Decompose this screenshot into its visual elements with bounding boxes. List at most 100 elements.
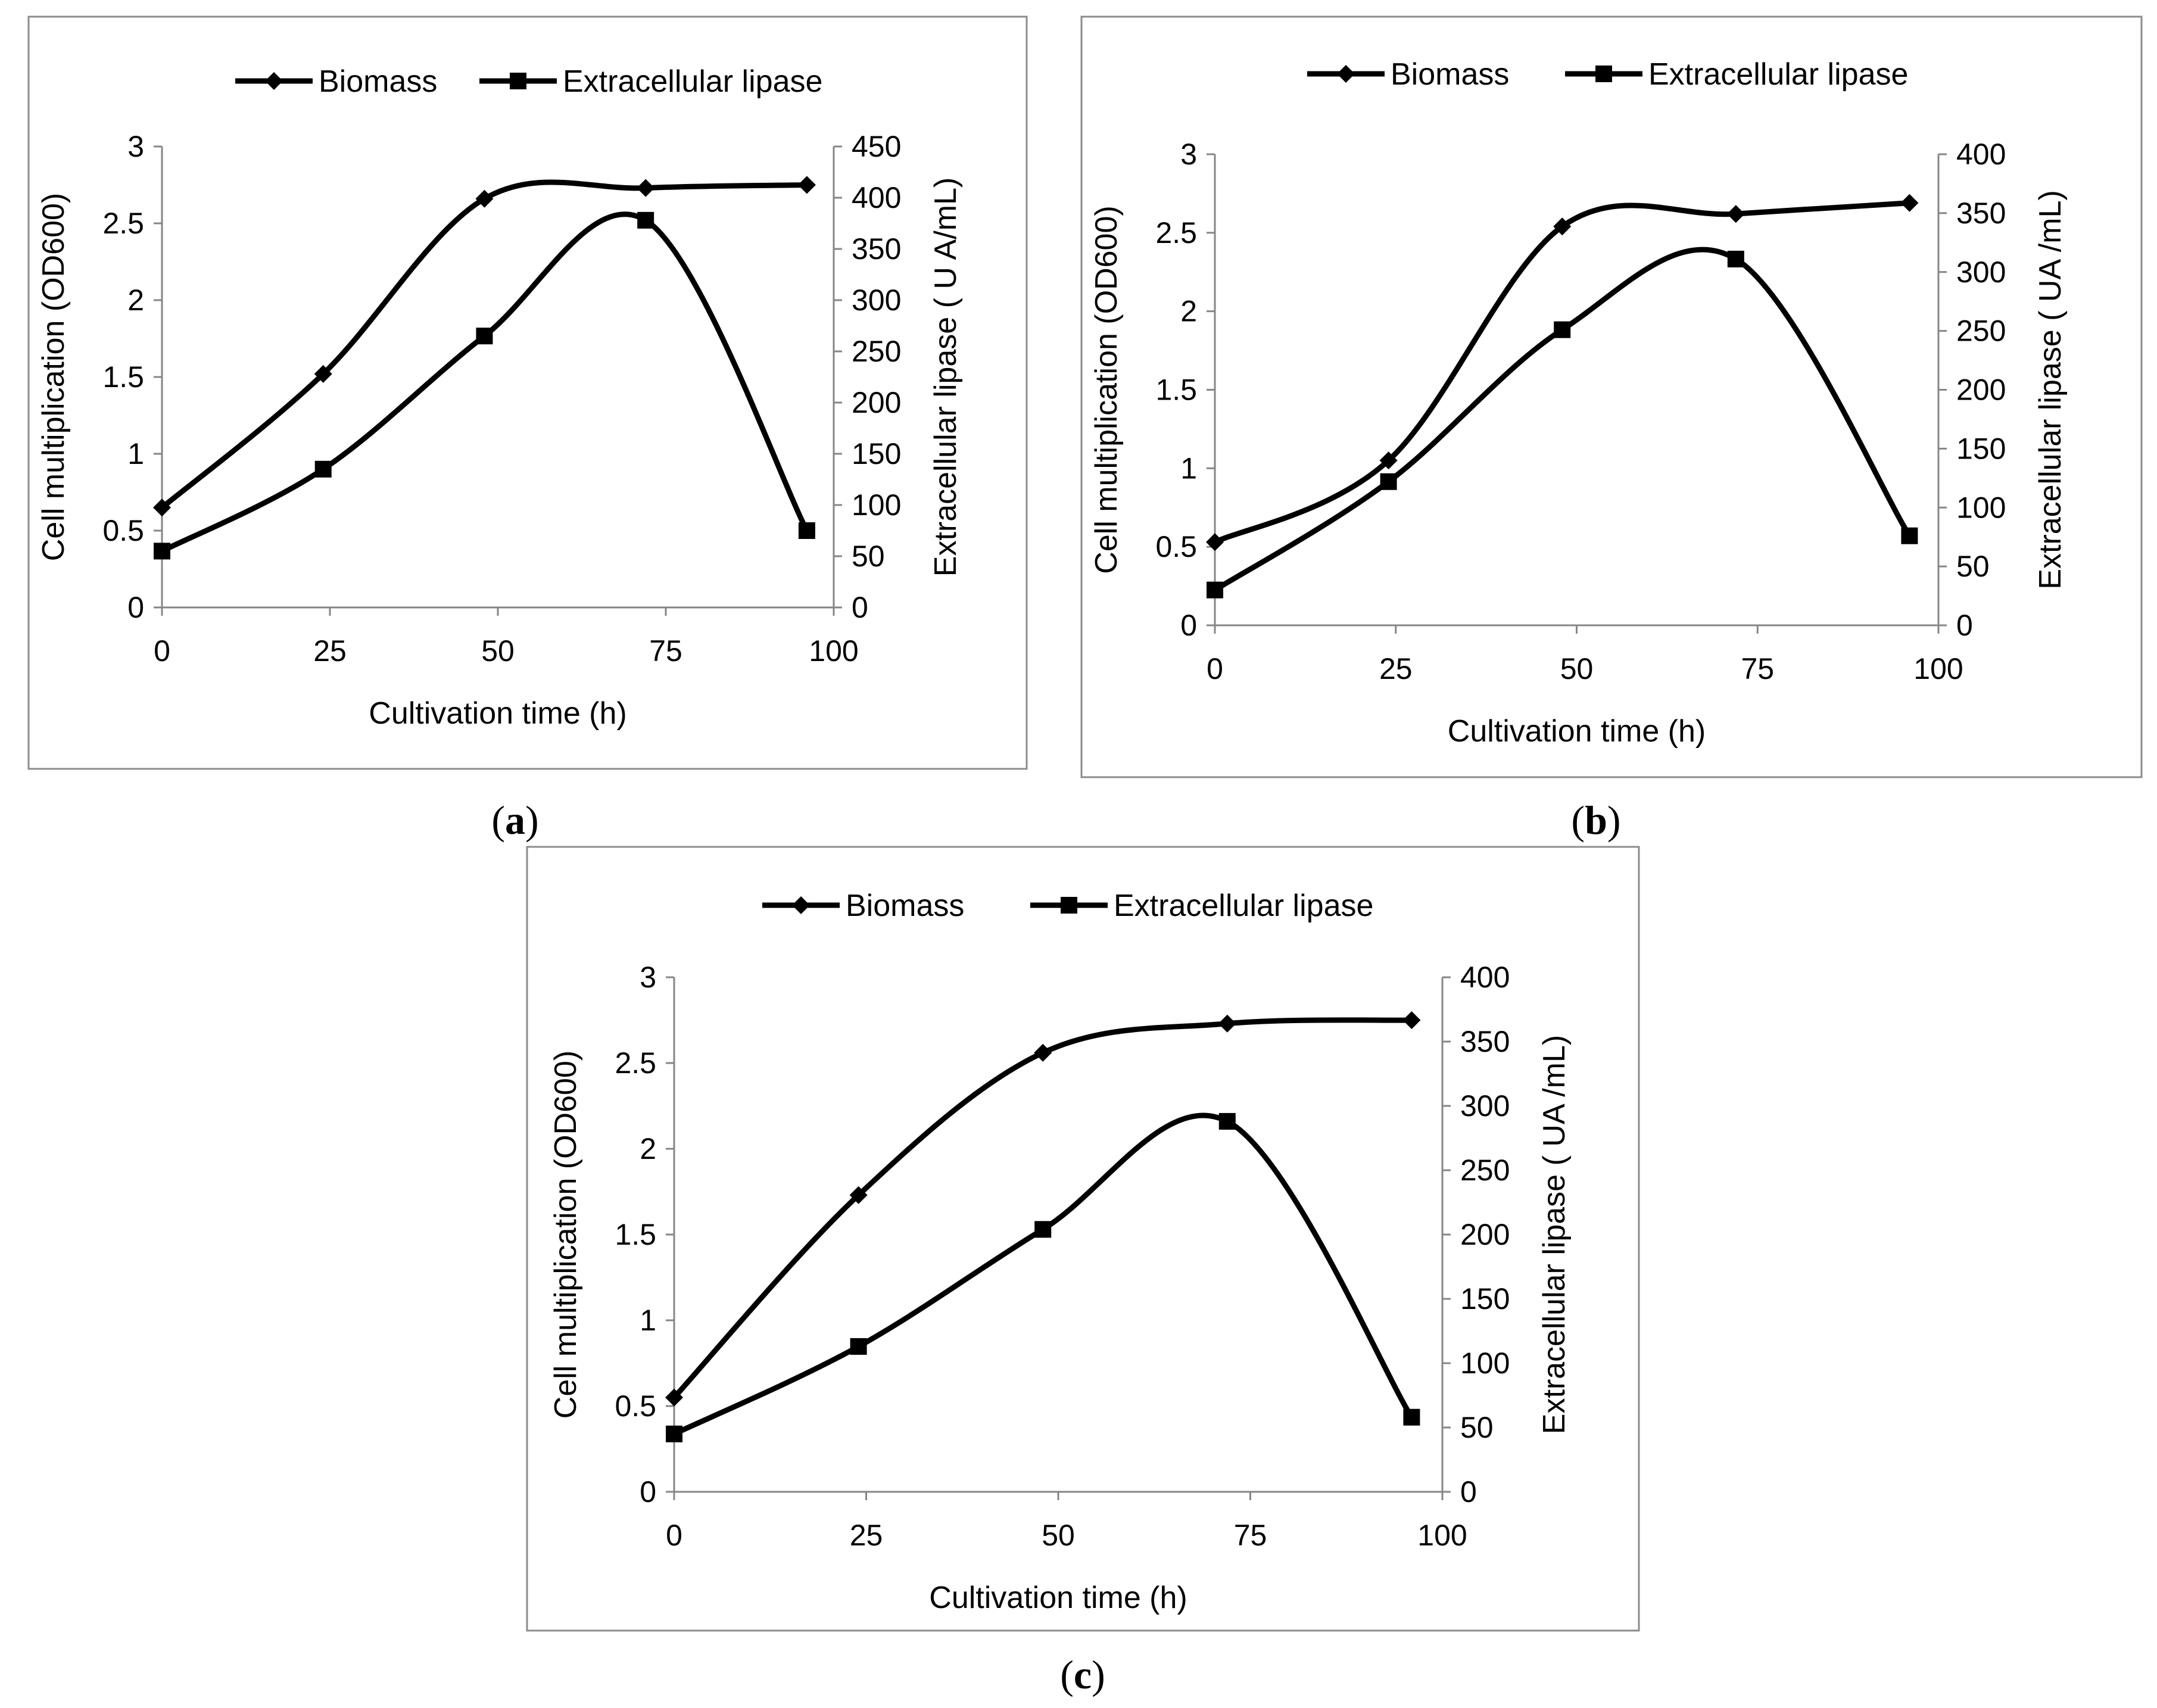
y2-axis-title: Extracellular lipase ( UA /mL) <box>2033 190 2068 589</box>
caption-letter: c <box>1074 1652 1092 1697</box>
legend-marker <box>265 72 283 90</box>
legend-marker <box>1337 65 1355 83</box>
series-extracellular-lipase <box>154 211 815 560</box>
data-point <box>1727 250 1744 267</box>
data-point <box>475 189 494 208</box>
legend-entry: Extracellular lipase <box>1030 889 1373 923</box>
y2-tick-label: 300 <box>1460 1089 1510 1123</box>
data-point <box>1034 1043 1052 1062</box>
x-tick-label: 25 <box>1379 652 1413 685</box>
data-point <box>1726 205 1745 223</box>
data-point <box>1206 533 1224 551</box>
series-line <box>672 1017 1412 1400</box>
y-tick-label: 1 <box>1180 451 1197 485</box>
y2-tick-label: 0 <box>1460 1475 1477 1508</box>
data-point <box>1218 1014 1236 1033</box>
y-tick-label: 2.5 <box>102 207 144 240</box>
series-extracellular-lipase <box>666 1112 1420 1442</box>
x-tick-label: 75 <box>1234 1519 1267 1552</box>
x-axis-title: Cultivation time (h) <box>369 696 626 731</box>
y2-tick-label: 150 <box>852 437 901 470</box>
x-tick-label: 0 <box>666 1519 682 1552</box>
y-tick-label: 0 <box>127 591 144 624</box>
legend-label: Biomass <box>846 889 964 923</box>
data-point <box>798 522 815 539</box>
y2-axis-title: Extracellular lipase ( U A/mL) <box>928 177 963 576</box>
legend-entry: Biomass <box>1307 57 1509 92</box>
chart-c: 0 0.5 1 1.5 2 2.5 3 0 50 100 150 200 250 300 350 400 0 25… <box>526 846 1640 1632</box>
y2-tick-label: 350 <box>1460 1025 1510 1058</box>
y2-axis-title: Extracellular lipase ( UA /mL) <box>1537 1035 1572 1434</box>
y2-tick-label: 50 <box>852 540 885 573</box>
data-point <box>314 364 332 383</box>
y2-tick-label: 250 <box>1460 1154 1510 1187</box>
x-tick-label: 100 <box>809 634 858 668</box>
caption-paren: ) <box>1092 1652 1105 1697</box>
legend-label: Extracellular lipase <box>563 64 822 99</box>
legend-marker <box>1595 66 1612 82</box>
legend-entry: Biomass <box>235 64 437 99</box>
y-tick-label: 1 <box>127 437 144 470</box>
x-tick-label: 100 <box>1417 1519 1467 1552</box>
x-tick-label: 75 <box>1741 652 1774 685</box>
data-point <box>850 1338 867 1355</box>
y-tick-label: 1.5 <box>615 1218 656 1251</box>
data-point <box>637 179 655 197</box>
data-point <box>153 498 171 517</box>
x-tick-label: 100 <box>1913 652 1963 685</box>
y2-tick-label: 400 <box>1956 138 2006 171</box>
x-tick-label: 50 <box>1042 1519 1075 1552</box>
legend-label: Biomass <box>319 64 437 99</box>
y2-tick-label: 200 <box>852 386 901 419</box>
y2-tick-label: 0 <box>1956 609 1973 642</box>
y-axis-title: Cell multiplication (OD600) <box>548 1051 583 1419</box>
series-line <box>1214 200 1910 545</box>
series-biomass <box>153 176 816 517</box>
x-tick-label: 0 <box>154 634 170 668</box>
caption-paren: ( <box>491 797 505 843</box>
y-tick-label: 0.5 <box>615 1389 656 1423</box>
series-line <box>160 179 807 510</box>
legend-entry: Extracellular lipase <box>479 64 822 99</box>
legend-label: Biomass <box>1391 57 1509 92</box>
panel-caption: (a) <box>491 797 538 843</box>
data-point <box>1034 1221 1052 1238</box>
caption-paren: ( <box>1571 797 1585 843</box>
data-point <box>1379 451 1398 470</box>
data-point <box>1402 1011 1421 1029</box>
legend-marker <box>1061 897 1077 914</box>
series-extracellular-lipase <box>1207 247 1918 599</box>
data-point <box>1207 581 1223 599</box>
chart-frame <box>526 846 1640 1632</box>
data-point <box>1901 527 1918 544</box>
data-point <box>665 1388 683 1407</box>
chart-frame <box>27 15 1028 770</box>
data-point <box>1380 473 1397 490</box>
y-tick-label: 2 <box>127 283 144 317</box>
y-tick-label: 0.5 <box>1155 530 1197 563</box>
data-point <box>1554 321 1571 338</box>
data-point <box>1403 1408 1420 1426</box>
chart-a: 00.511.522.53050100150200250300350400450… <box>27 15 1028 770</box>
series-biomass <box>665 1011 1421 1407</box>
chart-frame <box>1080 15 2143 778</box>
y-axis-title: Cell multiplication (OD600) <box>1089 205 1124 574</box>
data-point <box>476 328 493 345</box>
x-tick-label: 75 <box>649 634 682 668</box>
y2-tick-label: 100 <box>1956 491 2006 524</box>
x-tick-label: 25 <box>313 634 347 668</box>
caption-letter: b <box>1585 797 1607 843</box>
caption-paren: ( <box>1060 1652 1074 1697</box>
data-point <box>1218 1112 1236 1130</box>
y2-tick-label: 150 <box>1460 1282 1510 1316</box>
y2-tick-label: 400 <box>1460 961 1510 994</box>
legend-entry: Biomass <box>762 889 964 923</box>
data-point <box>1553 217 1572 236</box>
y-tick-label: 1 <box>640 1304 656 1337</box>
panel-caption: (b) <box>1571 797 1620 843</box>
data-point <box>1900 194 1919 212</box>
y2-tick-label: 0 <box>852 591 868 624</box>
y-tick-label: 0 <box>640 1475 656 1508</box>
y-tick-label: 2 <box>1180 295 1197 328</box>
